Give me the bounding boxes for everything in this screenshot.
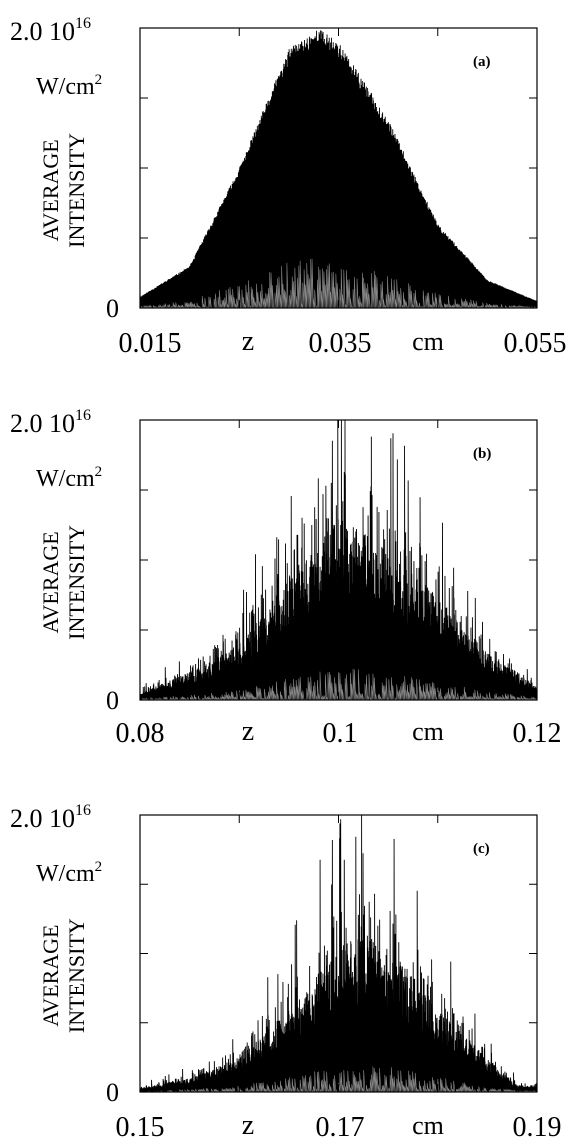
y-max-label: 2.0 1016 <box>10 15 91 46</box>
x-tick-label: 0.055 <box>504 328 567 359</box>
baseline-trace <box>140 1066 537 1092</box>
x-tick-label: 0.015 <box>119 328 182 359</box>
chart-panel-b: (b) 2.0 1016 W/cm2 AVERAGE INTENSITY 0 0.08 0.1… <box>10 407 562 749</box>
y-axis-label: INTENSITY <box>64 525 89 640</box>
chart-panel-c: (c) 2.0 1016 W/cm2 AVERAGE INTENSITY 0 0.15 0.1… <box>10 802 562 1143</box>
y-unit-label: W/cm2 <box>36 72 102 100</box>
plot-area <box>140 30 537 308</box>
intensity-fill <box>140 599 537 700</box>
x-tick-label: 0.17 <box>316 1112 365 1143</box>
x-axis-label: z <box>242 326 254 357</box>
y-axis-label: AVERAGE <box>38 925 63 1027</box>
intensity-fill <box>140 47 537 308</box>
x-unit-label: cm <box>412 717 444 746</box>
y-max-label: 2.0 1016 <box>10 802 91 833</box>
y-axis-label: INTENSITY <box>64 918 89 1033</box>
y-unit-label: W/cm2 <box>36 464 102 492</box>
x-tick-label: 0.08 <box>116 718 165 749</box>
x-axis-label: z <box>242 1110 254 1141</box>
y-zero-label: 0 <box>106 1078 119 1107</box>
intensity-fill <box>140 1004 537 1092</box>
x-axis-label: z <box>242 716 254 747</box>
chart-panel-a: (a) 2.0 1016 W/cm2 AVERAGE INTENSITY 00.015 0.… <box>10 15 567 359</box>
panel-label: (a) <box>473 54 491 70</box>
y-zero-label: 0 <box>106 686 119 715</box>
x-tick-label: 0.19 <box>513 1112 562 1143</box>
x-tick-label: 0.12 <box>513 718 562 749</box>
x-tick-label: 0.15 <box>116 1112 165 1143</box>
plot-area <box>140 420 537 700</box>
y-max-label: 2.0 1016 <box>10 407 91 438</box>
panel-label: (b) <box>473 446 491 462</box>
x-unit-label: cm <box>412 327 444 356</box>
y-axis-label: AVERAGE <box>38 139 63 241</box>
x-unit-label: cm <box>412 1111 444 1140</box>
x-tick-label: 0.035 <box>309 328 372 359</box>
y-axis-label: INTENSITY <box>64 133 89 248</box>
y-zero-label: 0 <box>106 294 119 323</box>
panel-label: (c) <box>473 841 490 857</box>
y-unit-label: W/cm2 <box>36 859 102 887</box>
y-axis-label: AVERAGE <box>38 531 63 633</box>
x-tick-label: 0.1 <box>323 718 358 749</box>
plot-area <box>140 815 537 1092</box>
